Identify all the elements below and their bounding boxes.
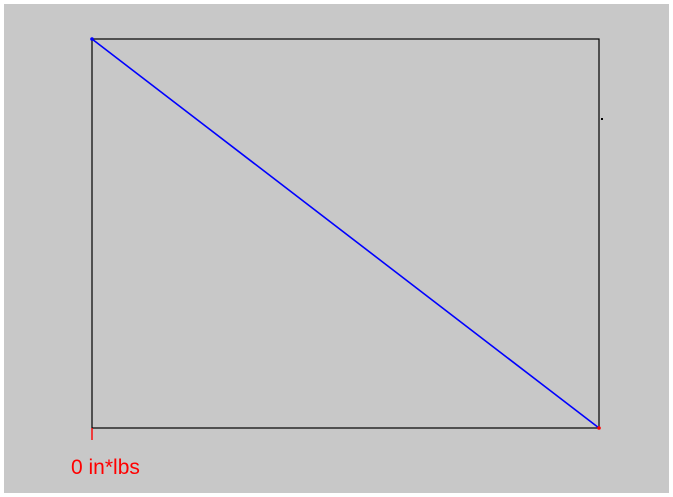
plot-canvas	[4, 4, 669, 493]
origin-tick-label: 0 in*lbs	[71, 456, 140, 479]
frame-edge-mark	[601, 118, 603, 120]
endpoint-marker-start	[90, 37, 94, 41]
plot-frame	[91, 38, 600, 429]
endpoint-marker-end	[597, 426, 601, 430]
series-line	[91, 38, 600, 429]
